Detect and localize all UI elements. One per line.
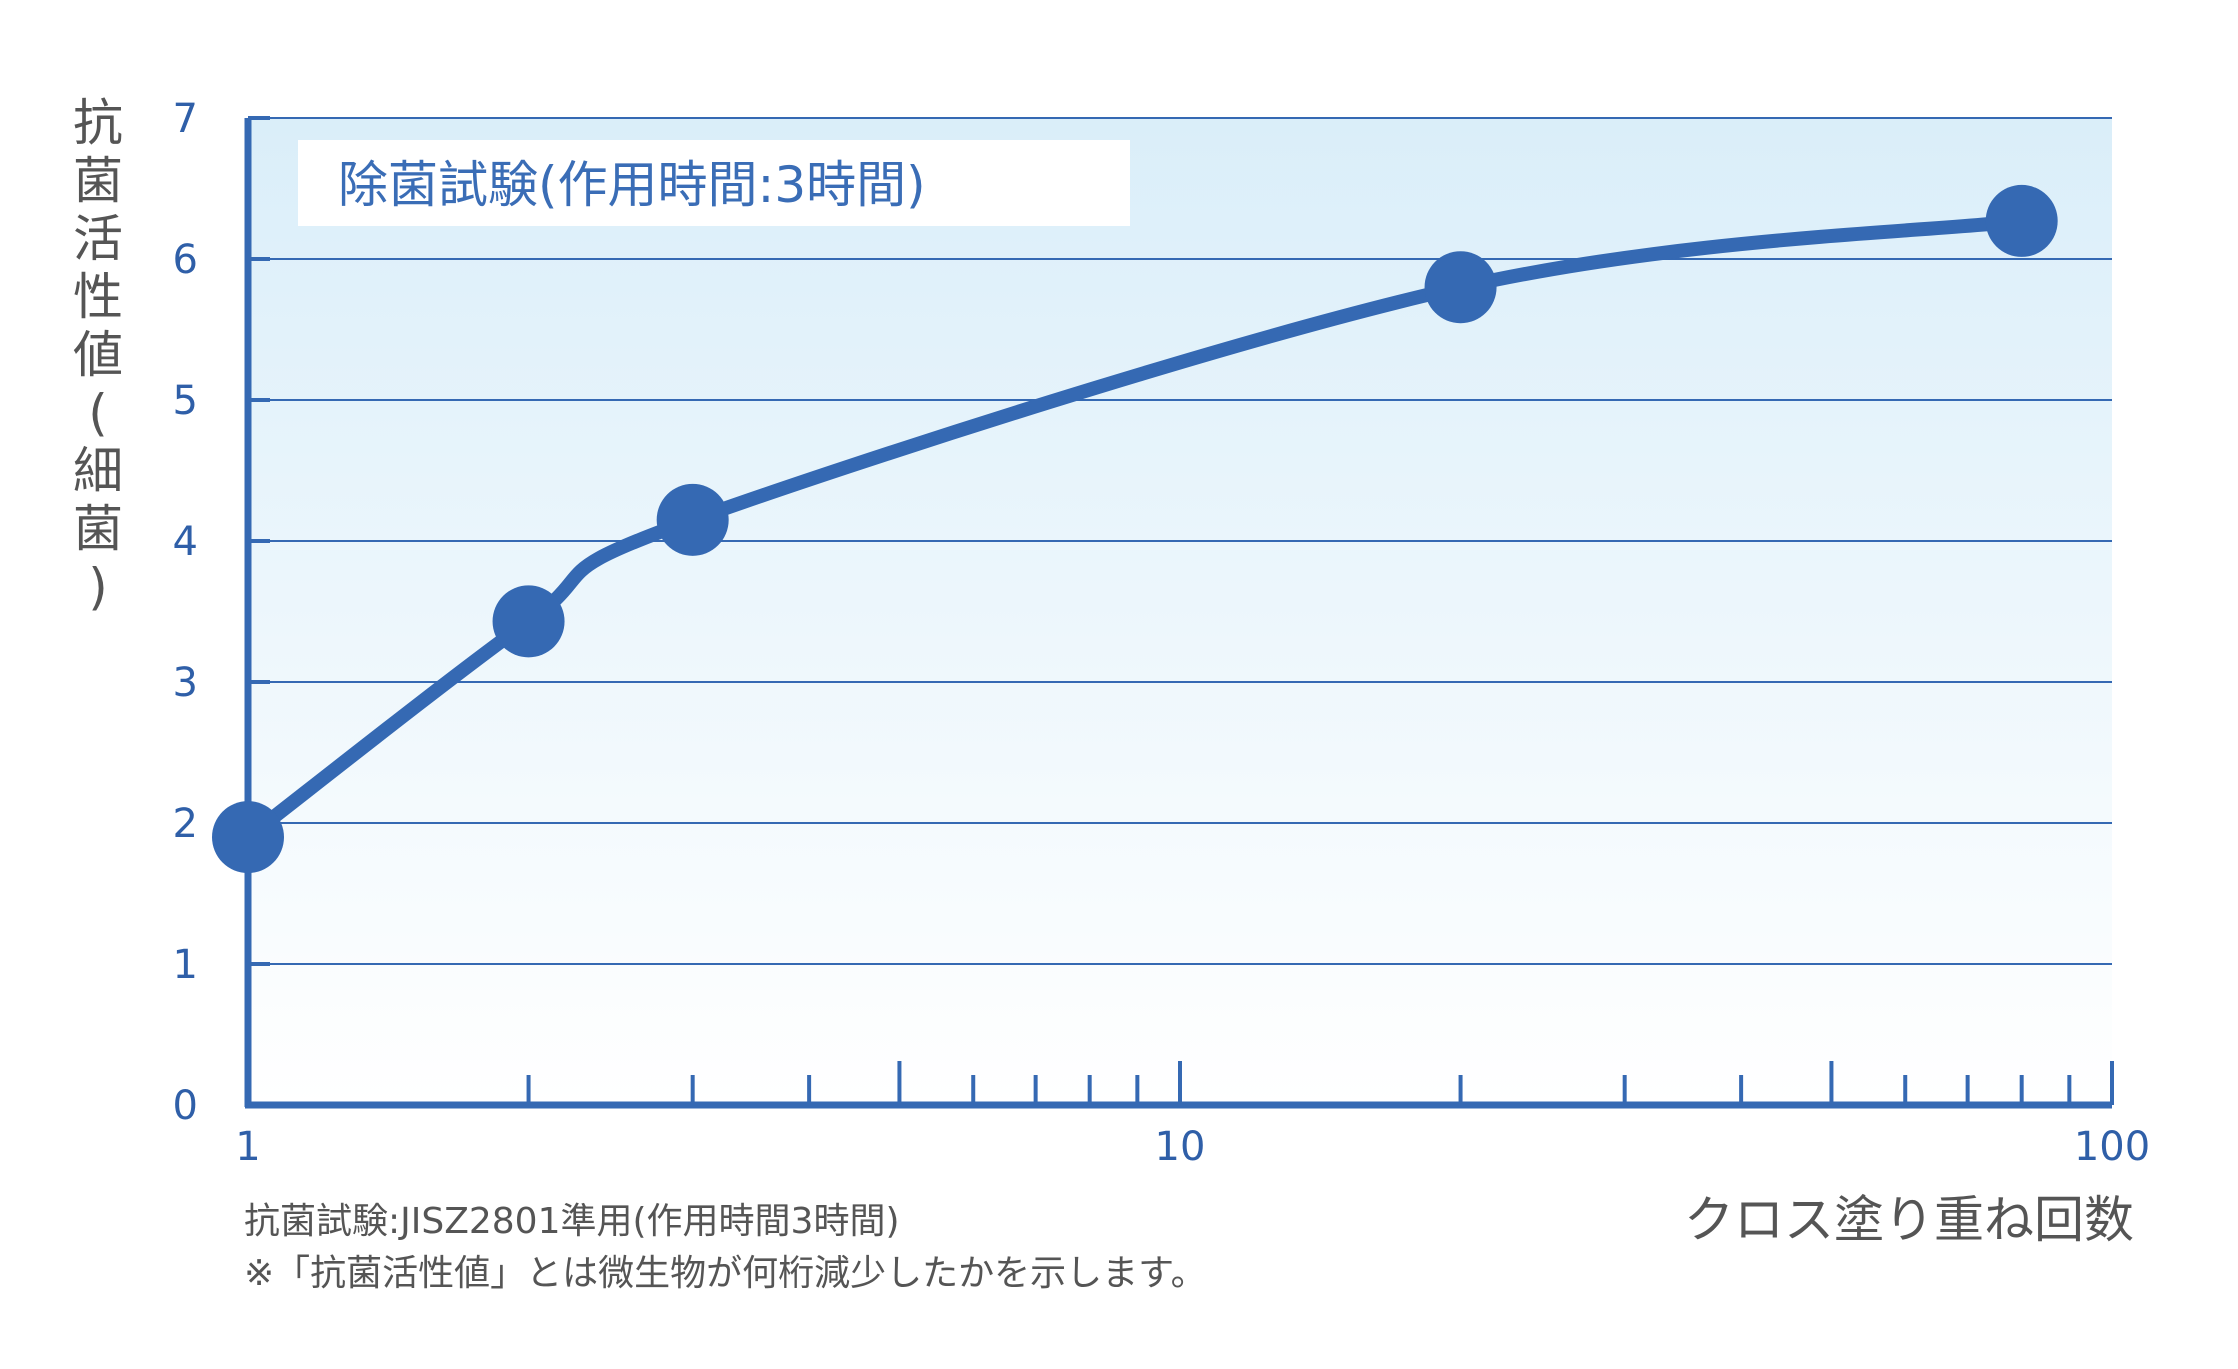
x-tick-label: 100	[2074, 1124, 2150, 1170]
y-tick-label: 4	[173, 519, 198, 565]
y-axis-label-char: 菌	[73, 500, 123, 558]
x-tick-label: 10	[1155, 1124, 1206, 1170]
y-tick-label: 1	[173, 942, 198, 988]
x-tick-labels: 1 10 100	[235, 1124, 2150, 1170]
title-box	[298, 140, 1130, 226]
y-tick-label: 0	[173, 1083, 198, 1129]
gridlines	[248, 116, 2112, 966]
x-tick-label: 1	[235, 1124, 260, 1170]
y-axis-label-char: 菌	[73, 152, 123, 210]
data-point	[492, 585, 565, 658]
chart-title: 除菌試験(作用時間:3時間)	[338, 156, 926, 214]
note-line-1: 抗菌試験:JISZ2801準用(作用時間3時間)	[244, 1201, 900, 1242]
y-tick-label: 3	[173, 660, 198, 706]
data-point	[1424, 251, 1497, 324]
x-minor-ticks	[526, 1061, 2114, 1105]
data-point	[212, 801, 284, 874]
y-tick-label: 2	[173, 801, 198, 847]
y-axis-label-char: 細	[73, 442, 123, 500]
y-axis-label-char: 性	[73, 268, 123, 326]
y-tick-label: 7	[173, 96, 198, 142]
data-point	[1985, 184, 2058, 257]
y-axis-label-char: 抗	[73, 94, 123, 152]
y-axis-label-char: )	[88, 558, 108, 616]
data-point	[656, 483, 729, 556]
x-axis-label: クロス塗り重ね回数	[1684, 1191, 2134, 1249]
y-tick-label: 5	[173, 378, 198, 424]
y-axis-label: 抗菌活性値(細菌)	[73, 94, 123, 616]
series-line	[241, 213, 2029, 845]
y-axis-label-char: (	[88, 384, 108, 442]
y-tick-labels: 0 1 2 3 4 5 6 7	[173, 96, 198, 1129]
data-points	[212, 184, 2058, 874]
y-tick-label: 6	[173, 237, 198, 283]
y-axis-label-char: 値	[73, 326, 123, 384]
y-axis-label-char: 活	[73, 210, 123, 268]
note-line-2: ※「抗菌活性値」とは微生物が何桁減少したかを示します。	[244, 1253, 1207, 1294]
